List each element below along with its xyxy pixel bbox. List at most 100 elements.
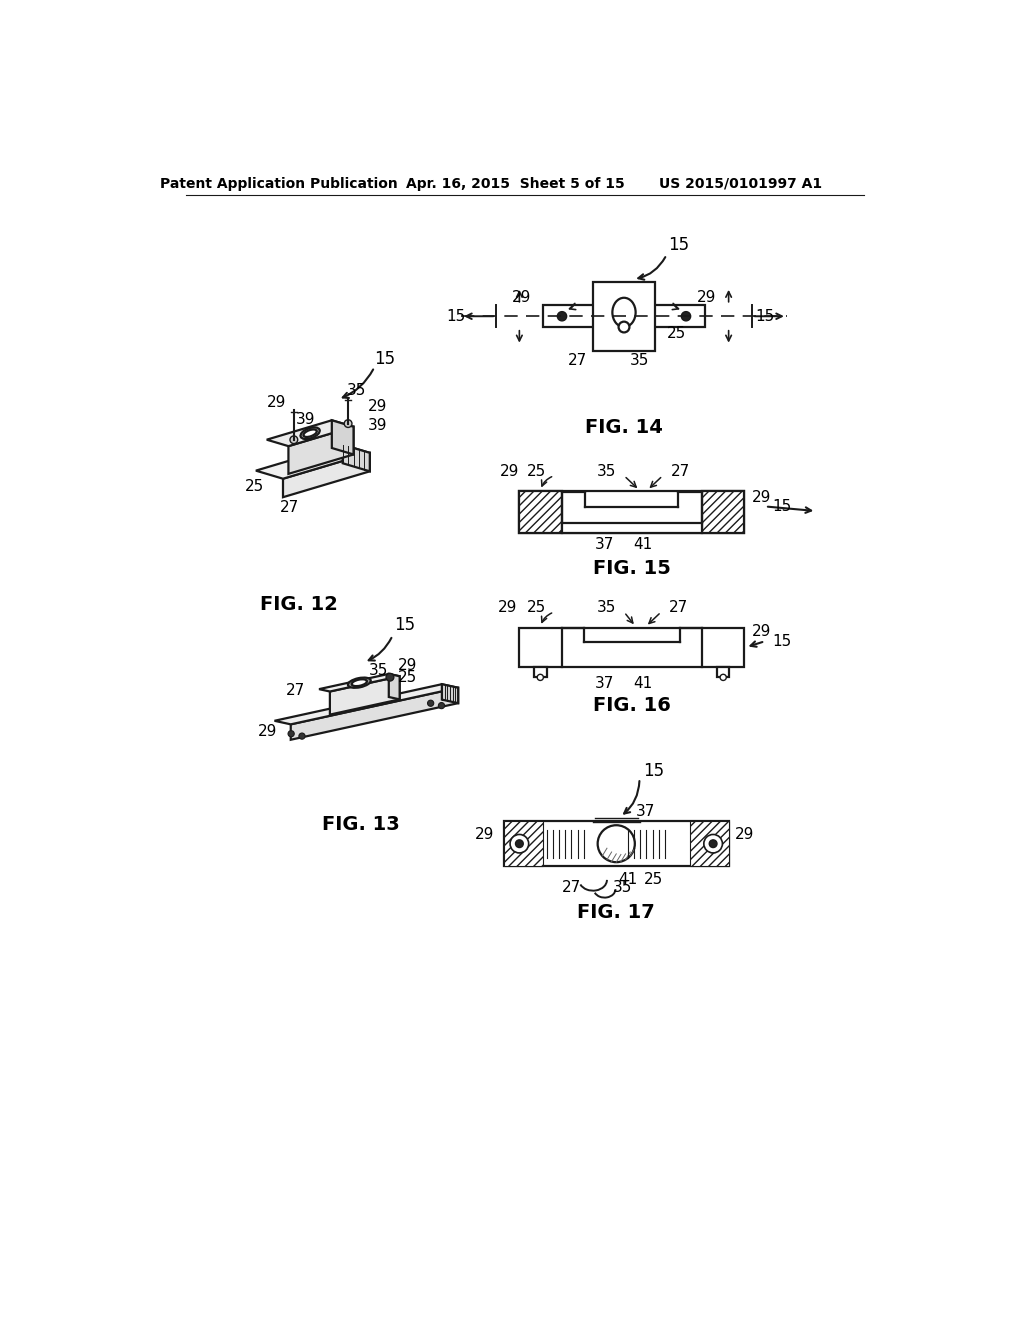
Circle shape <box>720 675 726 681</box>
Text: FIG. 14: FIG. 14 <box>585 418 663 437</box>
Circle shape <box>290 436 298 444</box>
Circle shape <box>618 322 630 333</box>
Bar <box>519 628 744 667</box>
Text: FIG. 13: FIG. 13 <box>322 814 399 834</box>
Ellipse shape <box>303 429 316 437</box>
Text: 29: 29 <box>500 463 519 479</box>
Polygon shape <box>289 426 353 474</box>
Text: Apr. 16, 2015  Sheet 5 of 15: Apr. 16, 2015 Sheet 5 of 15 <box>407 177 625 191</box>
Text: 29: 29 <box>266 395 286 411</box>
Text: 15: 15 <box>756 309 775 323</box>
Circle shape <box>598 825 635 862</box>
Circle shape <box>428 700 434 706</box>
Text: 37: 37 <box>595 676 614 692</box>
Text: 41: 41 <box>634 676 653 692</box>
Text: 29: 29 <box>512 290 531 305</box>
Text: 27: 27 <box>281 500 300 515</box>
Ellipse shape <box>612 298 636 327</box>
Circle shape <box>557 312 566 321</box>
Text: FIG. 17: FIG. 17 <box>578 903 655 921</box>
Bar <box>519 491 562 533</box>
Polygon shape <box>266 420 353 446</box>
Text: 39: 39 <box>295 412 315 428</box>
Text: 15: 15 <box>773 499 792 513</box>
Circle shape <box>386 673 394 681</box>
Text: 25: 25 <box>245 479 263 494</box>
Text: 29: 29 <box>735 826 755 842</box>
Bar <box>504 821 543 866</box>
Bar <box>504 821 729 866</box>
Text: 29: 29 <box>752 490 771 504</box>
Polygon shape <box>283 453 370 498</box>
Bar <box>543 305 706 327</box>
Text: 27: 27 <box>568 354 587 368</box>
Text: FIG. 12: FIG. 12 <box>259 595 338 615</box>
Ellipse shape <box>300 428 319 440</box>
Circle shape <box>299 733 305 739</box>
Text: 35: 35 <box>369 663 388 678</box>
Text: 35: 35 <box>630 354 649 368</box>
Text: 25: 25 <box>527 599 547 615</box>
Bar <box>701 491 744 533</box>
Text: 15: 15 <box>445 309 465 323</box>
Text: 29: 29 <box>752 624 771 639</box>
Text: 35: 35 <box>346 383 366 399</box>
Text: 29: 29 <box>498 599 517 615</box>
Bar <box>593 281 655 351</box>
Polygon shape <box>274 684 458 725</box>
Text: 27: 27 <box>671 463 690 479</box>
Circle shape <box>288 731 294 737</box>
Ellipse shape <box>348 677 371 688</box>
Text: 27: 27 <box>286 682 305 698</box>
Text: FIG. 16: FIG. 16 <box>593 696 671 714</box>
Text: 39: 39 <box>369 418 388 433</box>
Text: 29: 29 <box>369 399 388 414</box>
Text: 41: 41 <box>618 873 638 887</box>
Polygon shape <box>256 445 370 479</box>
Text: 15: 15 <box>668 236 689 255</box>
Text: 15: 15 <box>374 350 395 368</box>
Text: 37: 37 <box>636 804 655 818</box>
Text: 29: 29 <box>397 659 417 673</box>
Circle shape <box>710 840 717 847</box>
Text: 35: 35 <box>612 880 632 895</box>
Text: 27: 27 <box>669 599 688 615</box>
Text: Patent Application Publication: Patent Application Publication <box>160 177 398 191</box>
Text: US 2015/0101997 A1: US 2015/0101997 A1 <box>658 177 822 191</box>
Text: 15: 15 <box>773 634 792 648</box>
Text: 15: 15 <box>643 762 664 780</box>
Text: 35: 35 <box>597 599 616 615</box>
Text: 29: 29 <box>475 826 495 842</box>
Text: 15: 15 <box>393 616 415 635</box>
Circle shape <box>515 840 523 847</box>
Polygon shape <box>319 675 399 692</box>
Bar <box>535 667 547 677</box>
Text: 29: 29 <box>258 723 278 739</box>
Text: 41: 41 <box>634 537 653 553</box>
Polygon shape <box>343 445 370 471</box>
Polygon shape <box>332 420 353 454</box>
Circle shape <box>344 420 352 428</box>
Text: 25: 25 <box>644 873 664 887</box>
Text: 27: 27 <box>562 880 581 895</box>
Polygon shape <box>389 675 399 700</box>
Polygon shape <box>442 684 458 704</box>
Polygon shape <box>330 676 399 714</box>
Circle shape <box>681 312 690 321</box>
Text: 35: 35 <box>597 463 616 479</box>
Circle shape <box>510 834 528 853</box>
Bar <box>562 523 701 533</box>
Text: FIG. 15: FIG. 15 <box>593 558 671 578</box>
Text: 25: 25 <box>397 669 417 685</box>
Circle shape <box>703 834 722 853</box>
Circle shape <box>438 702 444 709</box>
Text: 37: 37 <box>595 537 614 553</box>
Polygon shape <box>291 688 458 739</box>
Text: 29: 29 <box>697 290 716 305</box>
Text: 25: 25 <box>527 463 547 479</box>
Bar <box>717 667 729 677</box>
Ellipse shape <box>351 680 367 686</box>
Text: 25: 25 <box>667 326 686 341</box>
Circle shape <box>538 675 544 681</box>
Bar <box>690 821 729 866</box>
